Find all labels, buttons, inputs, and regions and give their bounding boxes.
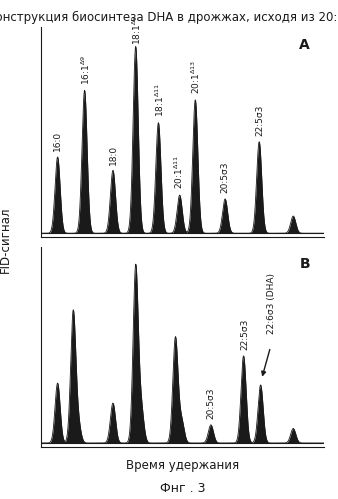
Text: 16:1$^{\Delta9}$: 16:1$^{\Delta9}$ xyxy=(79,54,92,85)
Text: 18:0: 18:0 xyxy=(108,145,118,165)
Text: 18:1$^{\Delta11}$: 18:1$^{\Delta11}$ xyxy=(153,83,166,117)
Text: 18:1$^{\Delta9}$: 18:1$^{\Delta9}$ xyxy=(130,14,143,44)
Text: Время удержания: Время удержания xyxy=(126,459,239,472)
Text: 22:5σ3: 22:5σ3 xyxy=(240,319,249,350)
Text: 20:1$^{\Delta13}$: 20:1$^{\Delta13}$ xyxy=(190,60,202,94)
Text: Реконструкция биосинтеза DHA в дрожжах, исходя из 20:5σ3.: Реконструкция биосинтеза DHA в дрожжах, … xyxy=(0,11,338,24)
Text: FID-сигнал: FID-сигнал xyxy=(0,206,11,273)
Text: A: A xyxy=(299,38,310,52)
Text: 20:5σ3: 20:5σ3 xyxy=(207,388,215,419)
Text: Фнг . 3: Фнг . 3 xyxy=(160,482,205,495)
Text: 16:0: 16:0 xyxy=(53,131,62,151)
Text: 22:5σ3: 22:5σ3 xyxy=(256,105,265,136)
Text: B: B xyxy=(299,257,310,271)
Text: 22:6σ3 (DHA): 22:6σ3 (DHA) xyxy=(267,273,276,334)
Text: 20:5σ3: 20:5σ3 xyxy=(221,162,230,193)
Text: 20:1$^{\Delta11}$: 20:1$^{\Delta11}$ xyxy=(173,155,185,190)
